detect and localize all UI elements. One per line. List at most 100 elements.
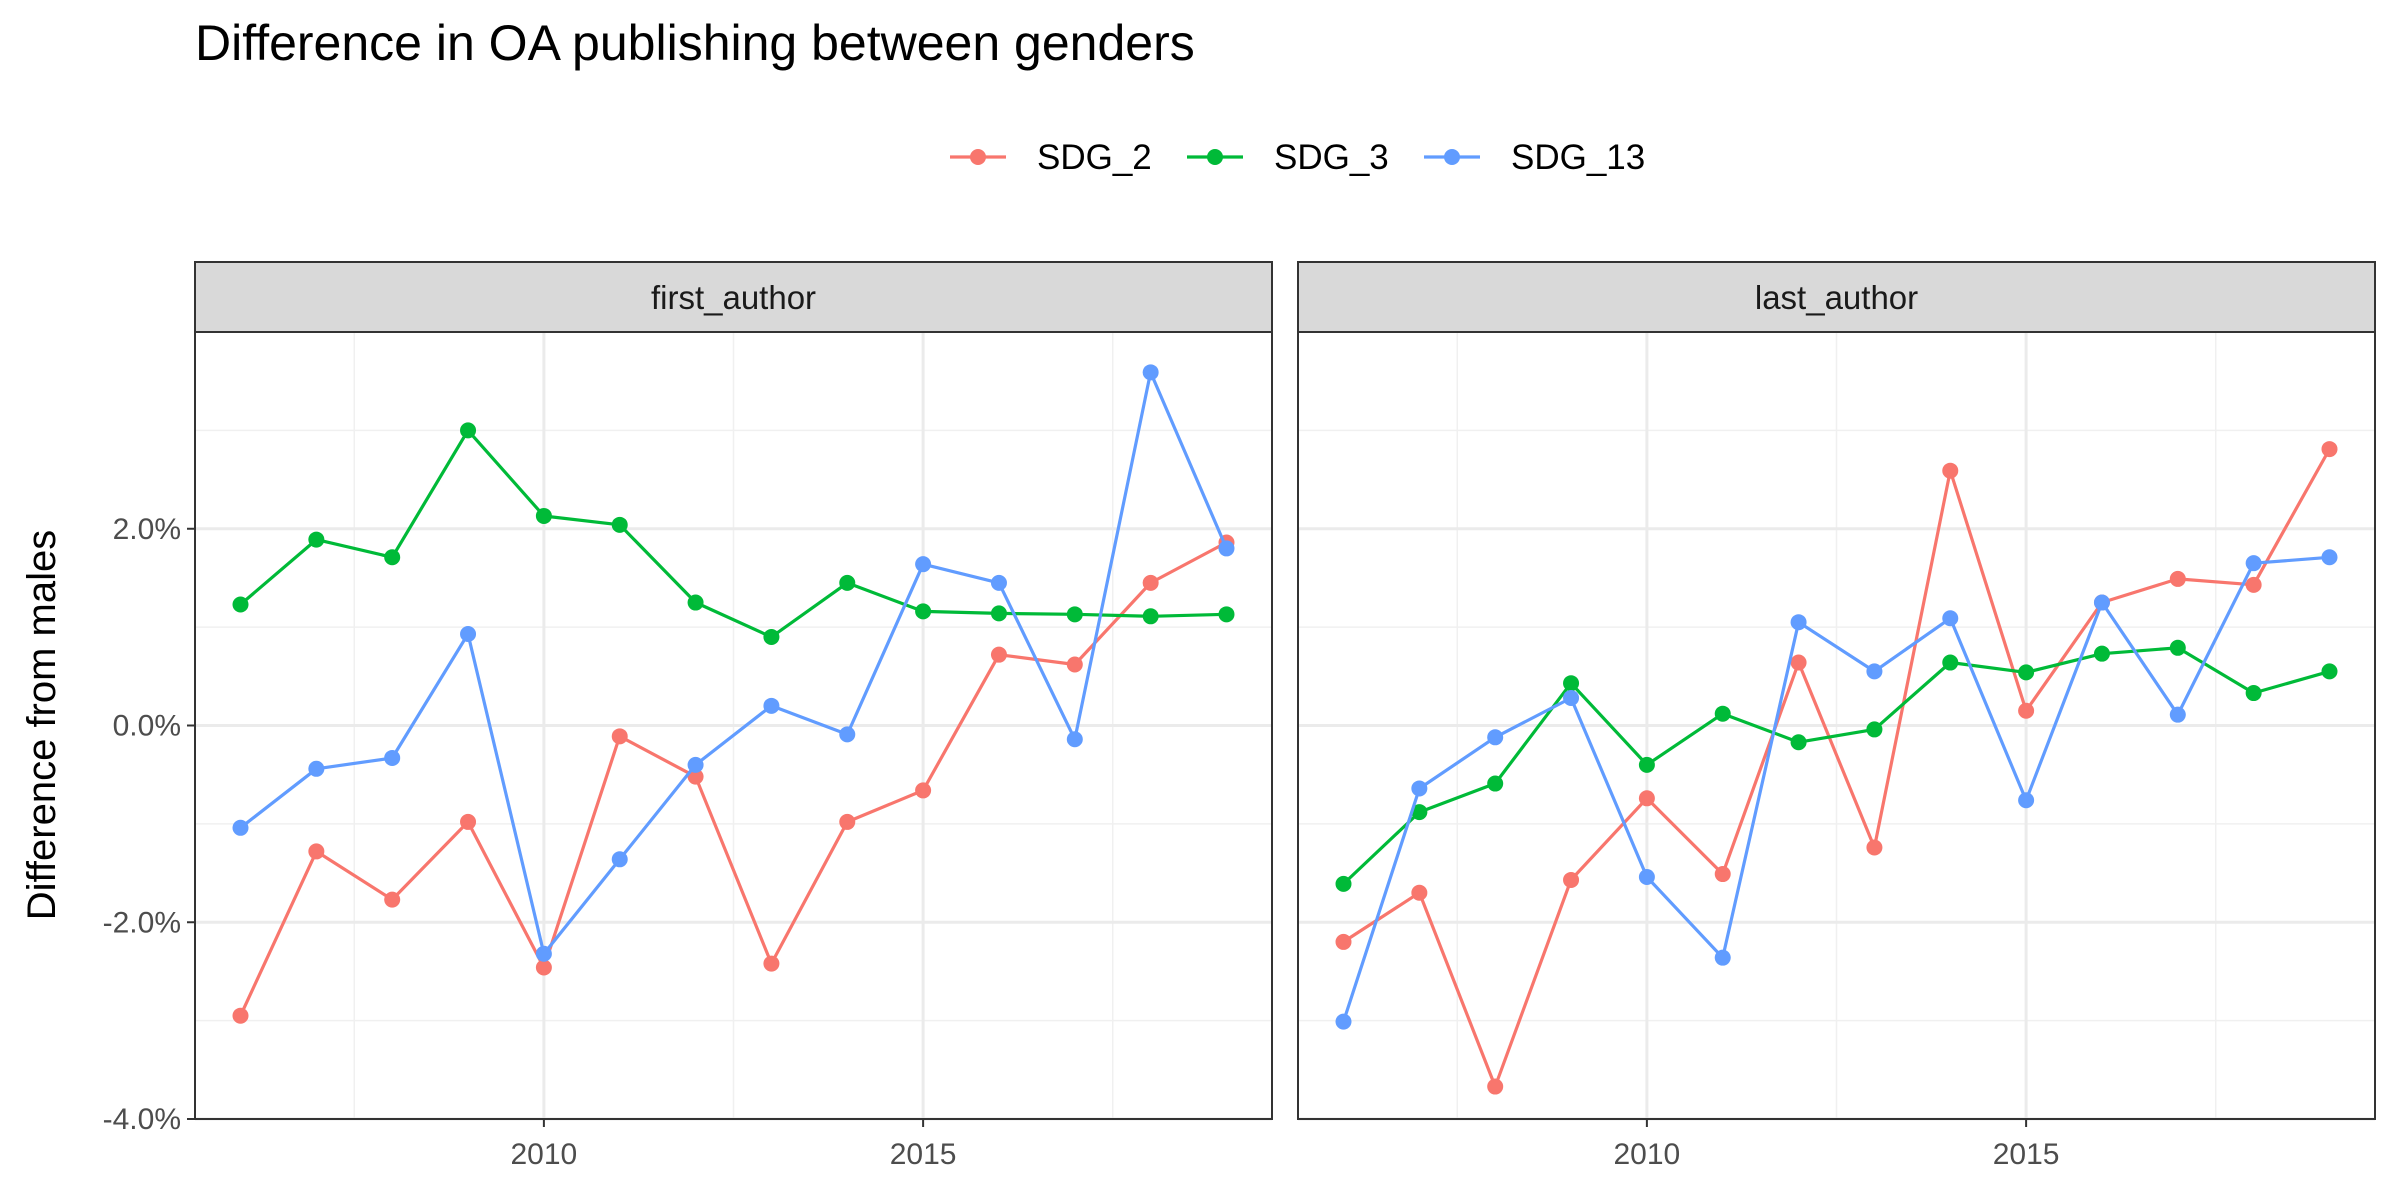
data-point-SDG_3-first_author — [839, 574, 856, 591]
panel-last_author: last_author 2010 2015 — [1297, 261, 2376, 1171]
series-line-SDG_3-last_author — [1342, 646, 2330, 886]
data-point-SDG_2-first_author — [1142, 574, 1159, 591]
data-point-SDG_2-last_author — [1866, 839, 1883, 856]
data-point-SDG_13-first_author — [384, 749, 401, 766]
data-point-SDG_3-first_author — [915, 603, 932, 620]
data-point-SDG_2-last_author — [2245, 576, 2262, 593]
data-point-SDG_2-first_author — [990, 646, 1007, 663]
series-line-SDG_2-first_author — [239, 541, 1228, 1017]
data-point-SDG_13-last_author — [2245, 555, 2262, 572]
data-point-SDG_3-first_author — [611, 516, 628, 533]
x-tick-label: 2015 — [1993, 1138, 2060, 1171]
data-point-SDG_13-first_author — [839, 726, 856, 743]
data-point-SDG_3-last_author — [1487, 775, 1504, 792]
strip-first_author — [194, 261, 1273, 333]
data-point-SDG_3-last_author — [2321, 663, 2338, 680]
data-point-SDG_2-last_author — [2321, 441, 2338, 458]
data-point-SDG_2-first_author — [763, 955, 780, 972]
legend-key-point-SDG_3 — [1207, 149, 1223, 165]
data-point-SDG_3-first_author — [990, 605, 1007, 622]
data-point-SDG_13-last_author — [1563, 689, 1580, 706]
data-point-SDG_13-first_author — [1142, 364, 1159, 381]
data-point-SDG_3-last_author — [1335, 875, 1352, 892]
data-point-SDG_2-last_author — [1563, 871, 1580, 888]
data-point-SDG_3-first_author — [1218, 606, 1235, 623]
strip-last_author — [1297, 261, 2376, 333]
y-tick-label: -2.0% — [103, 906, 181, 939]
data-point-SDG_3-last_author — [1411, 804, 1428, 821]
legend: SDG_2 SDG_3 SDG_13 — [950, 138, 1645, 177]
data-point-SDG_2-first_author — [611, 728, 628, 745]
data-point-SDG_13-first_author — [232, 819, 249, 836]
x-tick-label: 2010 — [511, 1138, 578, 1171]
data-point-SDG_3-last_author — [2018, 664, 2035, 681]
data-point-SDG_3-first_author — [763, 628, 780, 645]
data-point-SDG_13-last_author — [2093, 594, 2110, 611]
panel-border-last_author — [1297, 331, 2376, 1120]
data-point-SDG_3-first_author — [535, 507, 552, 524]
data-point-SDG_13-first_author — [535, 945, 552, 962]
legend-key-point-SDG_2 — [970, 149, 986, 165]
strip-label-first_author: first_author — [651, 279, 816, 316]
data-point-SDG_3-first_author — [1066, 606, 1083, 623]
data-point-SDG_13-first_author — [611, 851, 628, 868]
data-point-SDG_13-first_author — [990, 574, 1007, 591]
data-point-SDG_2-first_author — [535, 959, 552, 976]
data-point-SDG_3-last_author — [1942, 654, 1959, 671]
data-point-SDG_13-first_author — [763, 697, 780, 714]
data-point-SDG_13-first_author — [915, 556, 932, 573]
panels: first_author 2010 2015 -4.0% -2.0% 0.0% 2.0% la… — [103, 261, 2376, 1171]
x-tick-label: 2015 — [890, 1138, 957, 1171]
data-point-SDG_2-first_author — [1066, 656, 1083, 673]
data-point-SDG_13-first_author — [687, 756, 704, 773]
strip-label-last_author: last_author — [1755, 279, 1918, 316]
data-point-SDG_13-last_author — [1638, 868, 1655, 885]
y-tick-label: -4.0% — [103, 1103, 181, 1136]
data-point-SDG_13-last_author — [1335, 1013, 1352, 1030]
data-point-SDG_2-first_author — [384, 891, 401, 908]
data-point-SDG_3-first_author — [460, 422, 477, 439]
data-point-SDG_3-last_author — [2245, 685, 2262, 702]
data-point-SDG_2-last_author — [2169, 570, 2186, 587]
data-point-SDG_13-first_author — [460, 626, 477, 643]
data-point-SDG_13-last_author — [2169, 706, 2186, 723]
series-line-SDG_3-first_author — [239, 428, 1227, 639]
data-point-SDG_2-first_author — [839, 813, 856, 830]
data-point-SDG_2-first_author — [687, 768, 704, 785]
data-point-SDG_2-last_author — [1411, 884, 1428, 901]
data-point-SDG_13-last_author — [1487, 729, 1504, 746]
data-point-SDG_2-last_author — [1335, 933, 1352, 950]
data-point-SDG_3-first_author — [308, 531, 325, 548]
data-point-SDG_3-first_author — [687, 594, 704, 611]
data-point-SDG_13-last_author — [1714, 949, 1731, 966]
data-point-SDG_13-last_author — [1790, 614, 1807, 631]
data-point-SDG_2-first_author — [915, 782, 932, 799]
legend-label-SDG_3: SDG_3 — [1274, 138, 1389, 177]
y-axis-title: Difference from males — [20, 530, 64, 921]
data-point-SDG_3-last_author — [1563, 675, 1580, 692]
data-point-SDG_3-first_author — [1142, 608, 1159, 625]
series-line-SDG_13-first_author — [239, 370, 1228, 956]
data-point-SDG_2-last_author — [1942, 462, 1959, 479]
data-point-SDG_3-last_author — [1638, 756, 1655, 773]
data-point-SDG_2-last_author — [2018, 702, 2035, 719]
data-point-SDG_3-first_author — [384, 549, 401, 566]
series-line-SDG_13-last_author — [1341, 555, 2330, 1023]
data-point-SDG_13-last_author — [2018, 792, 2035, 809]
data-point-SDG_2-first_author — [232, 1007, 249, 1024]
panel-first_author: first_author 2010 2015 -4.0% -2.0% 0.0% 2.0% — [103, 261, 1273, 1171]
data-point-SDG_13-first_author — [1066, 731, 1083, 748]
data-point-SDG_13-first_author — [1218, 540, 1235, 557]
y-tick-label: 2.0% — [113, 513, 181, 546]
series-line-SDG_2-last_author — [1342, 448, 2331, 1089]
data-point-SDG_13-first_author — [308, 760, 325, 777]
x-tick-label: 2010 — [1614, 1138, 1681, 1171]
data-point-SDG_3-last_author — [2169, 639, 2186, 656]
data-point-SDG_2-first_author — [308, 843, 325, 860]
data-point-SDG_2-first_author — [460, 813, 477, 830]
legend-key-point-SDG_13 — [1444, 149, 1460, 165]
data-point-SDG_3-last_author — [1866, 721, 1883, 738]
data-point-SDG_3-last_author — [1790, 734, 1807, 751]
chart-title: Difference in OA publishing between gend… — [195, 15, 1195, 71]
